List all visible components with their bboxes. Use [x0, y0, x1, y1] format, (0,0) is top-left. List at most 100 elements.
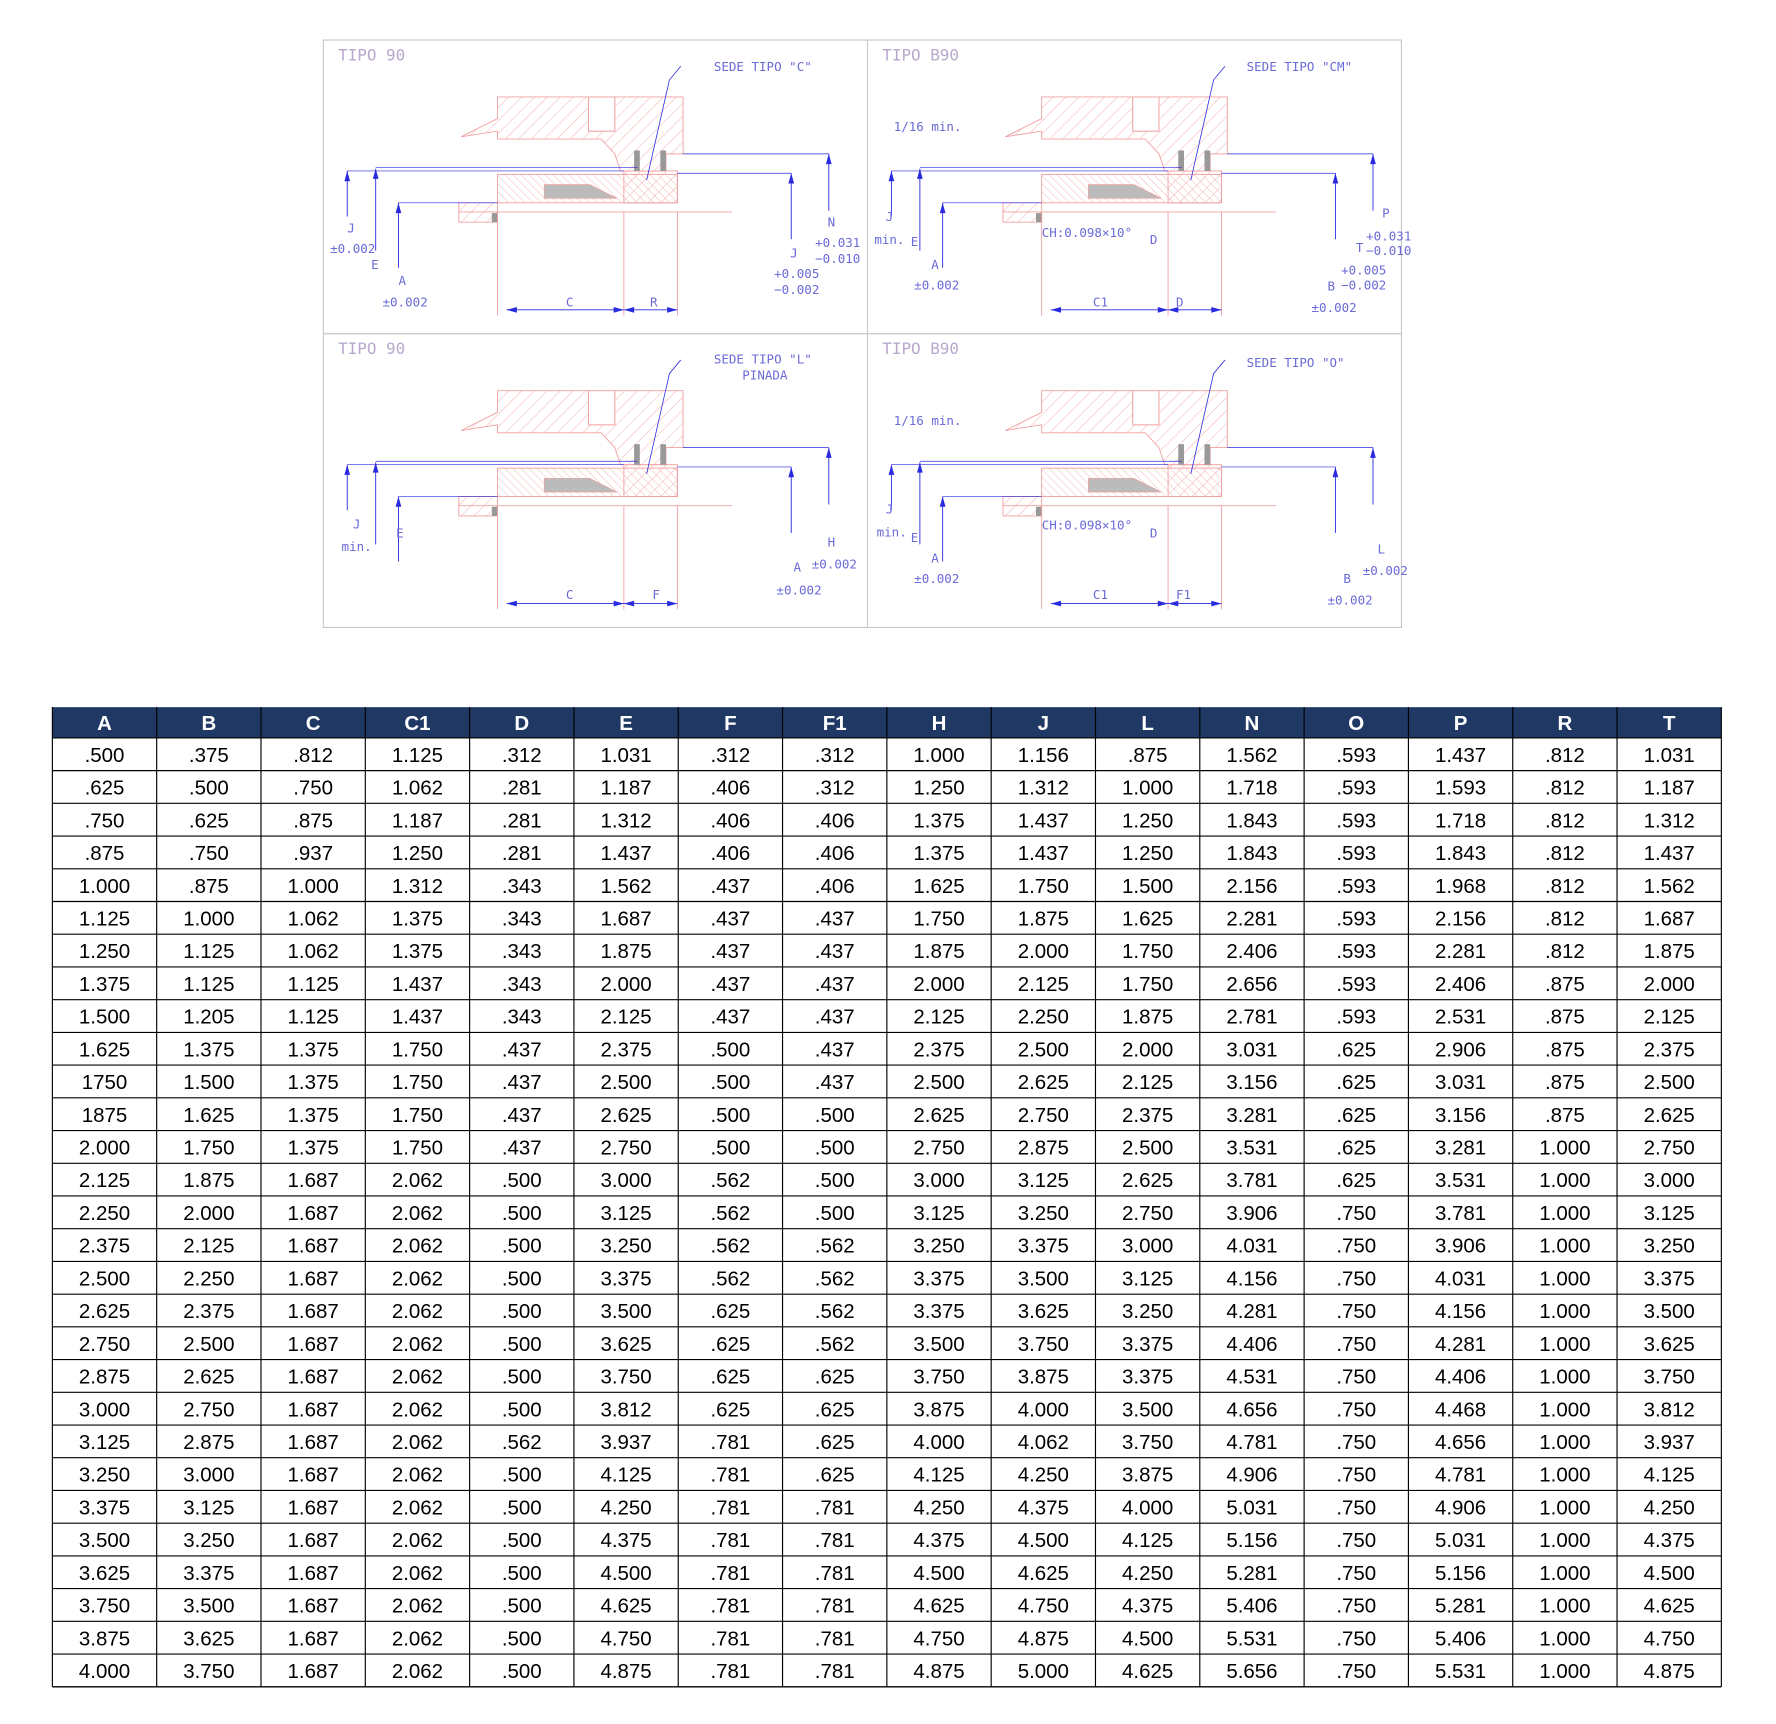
table-cell: 1.437 — [1018, 809, 1069, 832]
table-cell: 1.437 — [1644, 842, 1695, 865]
table-cell: .812 — [1545, 875, 1585, 898]
table-cell: .625 — [1336, 1038, 1376, 1061]
panel-title: TIPO 90 — [338, 46, 405, 65]
table-cell: 3.250 — [913, 1235, 964, 1258]
arrow-head — [939, 496, 946, 507]
table-cell: 1.687 — [288, 1333, 339, 1356]
table-cell: 3.375 — [1122, 1366, 1173, 1389]
table-cell: .625 — [815, 1398, 855, 1421]
table-cell: 1.437 — [1435, 744, 1486, 767]
table-cell: 3.000 — [1122, 1235, 1173, 1258]
table-cell: .875 — [293, 809, 333, 832]
table-cell: 1.437 — [392, 973, 443, 996]
table-cell: .625 — [815, 1366, 855, 1389]
bolt-hole — [1132, 390, 1160, 426]
table-cell: 4.750 — [1644, 1627, 1695, 1650]
table-cell: 4.156 — [1435, 1300, 1486, 1323]
table-cell: 5.031 — [1226, 1496, 1277, 1519]
table-cell: 3.625 — [1644, 1333, 1695, 1356]
arrow-head — [888, 464, 895, 475]
table-cell: 1.125 — [79, 908, 130, 931]
table-cell: .281 — [502, 809, 542, 832]
table-cell: 3.750 — [79, 1595, 130, 1618]
section-view — [888, 65, 1376, 316]
table-cell: .875 — [1128, 744, 1168, 767]
table-cell: 2.062 — [392, 1169, 443, 1192]
table-cell: .593 — [1336, 809, 1376, 832]
table-cell: 4.375 — [1122, 1595, 1173, 1618]
drawing-label: −0.010 — [815, 251, 860, 266]
table-cell: .875 — [1545, 1104, 1585, 1127]
table-cell: .406 — [815, 875, 855, 898]
table-cell: 3.375 — [913, 1267, 964, 1290]
table-cell: 1.500 — [79, 1006, 130, 1029]
table-cell: 1.625 — [183, 1104, 234, 1127]
table-cell: 1.875 — [183, 1169, 234, 1192]
table-cell: 2.375 — [79, 1235, 130, 1258]
table-cell: 3.000 — [1644, 1169, 1695, 1192]
table-cell: 1.750 — [1122, 940, 1173, 963]
table-cell: 1.187 — [1644, 777, 1695, 800]
table-cell: 3.031 — [1226, 1038, 1277, 1061]
table-cell: .500 — [502, 1464, 542, 1487]
table-cell: 4.125 — [600, 1464, 651, 1487]
table-cell: 1.000 — [1539, 1627, 1590, 1650]
table-cell: .781 — [815, 1496, 855, 1519]
table-cell: 4.625 — [913, 1595, 964, 1618]
drawing-label: E — [371, 257, 379, 272]
table-cell: 3.281 — [1226, 1104, 1277, 1127]
table-cell: 1.625 — [79, 1038, 130, 1061]
table-cell: .343 — [502, 908, 542, 931]
table-cell: 2.062 — [392, 1366, 443, 1389]
table-cell: 1.250 — [79, 940, 130, 963]
seal-pad — [491, 506, 498, 516]
column-header: R — [1557, 712, 1572, 735]
table-cell: 3.000 — [79, 1398, 130, 1421]
table-cell: 3.375 — [1122, 1333, 1173, 1356]
table-cell: 1.687 — [288, 1300, 339, 1323]
table-cell: 3.937 — [1644, 1431, 1695, 1454]
table-cell: 1.375 — [79, 973, 130, 996]
table-cell: 1.687 — [288, 1169, 339, 1192]
table-cell: 1.250 — [913, 777, 964, 800]
table-cell: 3.281 — [1435, 1137, 1486, 1160]
table-cell: .875 — [1545, 973, 1585, 996]
arrow-head — [1211, 600, 1222, 607]
table-cell: 2.375 — [1644, 1038, 1695, 1061]
table-cell: 5.656 — [1226, 1660, 1277, 1683]
seal-wedge — [543, 184, 618, 199]
table-cell: 3.875 — [1018, 1366, 1069, 1389]
table-cell: .437 — [815, 973, 855, 996]
table-cell: 4.500 — [600, 1562, 651, 1585]
table-cell: .500 — [502, 1398, 542, 1421]
seal-pad — [1036, 213, 1042, 223]
table-cell: 3.125 — [183, 1496, 234, 1519]
drawing-label: J — [790, 245, 798, 260]
table-cell: 1.312 — [1018, 777, 1069, 800]
table-cell: 1.000 — [913, 744, 964, 767]
table-cell: 1.750 — [183, 1137, 234, 1160]
table-cell: 2.000 — [79, 1137, 130, 1160]
drawing-label: B — [1343, 571, 1351, 586]
table-cell: 3.156 — [1226, 1071, 1277, 1094]
table-cell: 5.156 — [1435, 1562, 1486, 1585]
table-cell: 1.687 — [288, 1496, 339, 1519]
arrow-head — [1370, 153, 1376, 165]
table-cell: .437 — [502, 1104, 542, 1127]
table-cell: .812 — [1545, 842, 1585, 865]
table-cell: .562 — [710, 1267, 750, 1290]
table-cell: 4.781 — [1226, 1431, 1277, 1454]
table-cell: 4.531 — [1226, 1366, 1277, 1389]
table-cell: .406 — [710, 777, 750, 800]
table-cell: 4.906 — [1435, 1496, 1486, 1519]
arrow-head — [667, 307, 678, 313]
bolt-hole — [1132, 96, 1160, 132]
table-cell: 3.625 — [183, 1627, 234, 1650]
drawing-label: min. — [874, 232, 904, 247]
table-cell: .437 — [710, 973, 750, 996]
table-cell: .312 — [502, 744, 542, 767]
table-cell: 2.875 — [79, 1366, 130, 1389]
table-cell: 4.000 — [79, 1660, 130, 1683]
table-cell: 3.250 — [600, 1235, 651, 1258]
table-cell: .343 — [502, 875, 542, 898]
